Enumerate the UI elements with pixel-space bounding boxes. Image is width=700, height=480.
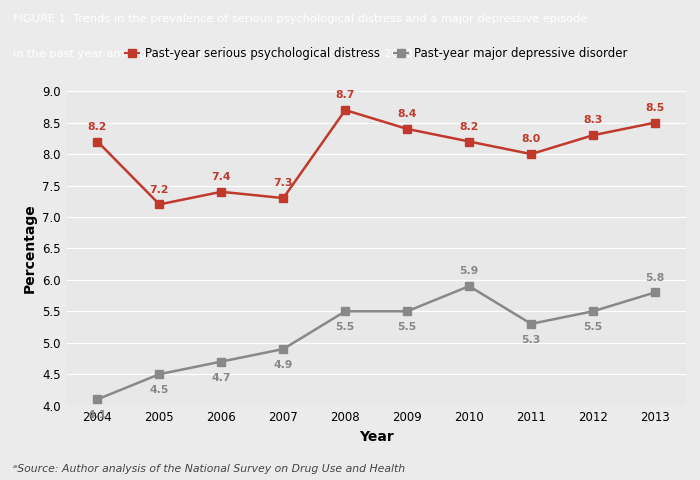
Text: 4.7: 4.7	[211, 372, 231, 383]
Text: 4.1: 4.1	[88, 410, 107, 420]
Text: 7.3: 7.3	[274, 179, 293, 188]
Text: 8.2: 8.2	[459, 122, 479, 132]
Text: 8.3: 8.3	[583, 116, 603, 125]
Text: in the past year among individuals with private insurance, 2004–2013ᵃ: in the past year among individuals with …	[13, 49, 417, 60]
Text: 8.7: 8.7	[335, 90, 355, 100]
Text: 7.2: 7.2	[150, 185, 169, 195]
X-axis label: Year: Year	[359, 430, 393, 444]
Text: 7.4: 7.4	[211, 172, 231, 182]
Text: 8.2: 8.2	[88, 122, 107, 132]
Y-axis label: Percentage: Percentage	[23, 204, 37, 293]
Text: ᵃSource: Author analysis of the National Survey on Drug Use and Health: ᵃSource: Author analysis of the National…	[13, 464, 405, 474]
Text: 5.8: 5.8	[645, 273, 664, 283]
Text: 8.0: 8.0	[522, 134, 540, 144]
Legend: Past-year serious psychological distress, Past-year major depressive disorder: Past-year serious psychological distress…	[120, 42, 632, 64]
Text: 5.5: 5.5	[583, 323, 603, 332]
Text: FIGURE 1. Trends in the prevalence of serious psychological distress and a major: FIGURE 1. Trends in the prevalence of se…	[13, 14, 587, 24]
Text: 5.5: 5.5	[335, 323, 355, 332]
Text: 8.4: 8.4	[398, 109, 417, 119]
Text: 5.9: 5.9	[459, 266, 479, 276]
Text: 8.5: 8.5	[645, 103, 664, 113]
Text: 5.5: 5.5	[398, 323, 416, 332]
Text: 4.9: 4.9	[274, 360, 293, 370]
Text: 4.5: 4.5	[150, 385, 169, 395]
Text: 5.3: 5.3	[522, 335, 541, 345]
